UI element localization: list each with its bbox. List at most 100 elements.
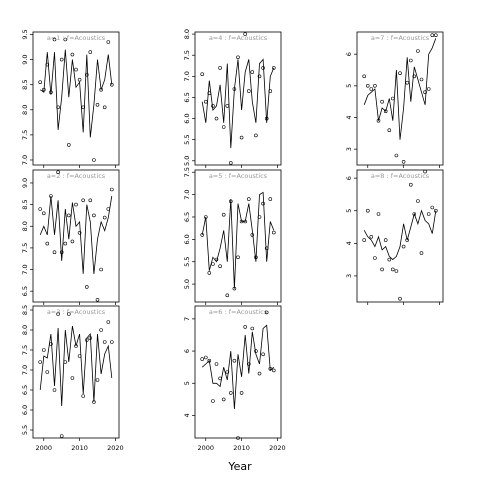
data-point (95, 103, 100, 107)
y-tick-label: 8.0 (21, 325, 29, 335)
data-point (214, 362, 219, 366)
data-point (81, 198, 85, 203)
data-point (63, 37, 68, 42)
data-point (229, 161, 233, 165)
y-tick-label: 6 (345, 52, 353, 56)
y-tick-label: 6.5 (21, 385, 29, 395)
data-point (63, 360, 68, 364)
data-point (102, 105, 107, 110)
data-point (38, 80, 43, 84)
chart-panel-7: a=3 : f=Acoustics 5.5 6.0 6.5 7.0 7.5 8.0 8.5 20… (21, 305, 124, 452)
data-point (398, 71, 402, 75)
data-point (218, 376, 222, 381)
data-point (74, 344, 78, 348)
data-point (81, 105, 85, 110)
panel-title: a=7 : f=Acoustics (371, 34, 430, 42)
chart-panel-4: a=2 : f=Acoustics 6.5 7.0 7.5 8.0 8.5 9.0 (21, 169, 120, 305)
data-point (70, 239, 75, 244)
data-point (41, 348, 46, 352)
data-point (254, 133, 258, 138)
x-tick-label: 2010 (233, 444, 250, 452)
data-point (85, 72, 89, 77)
data-point (52, 37, 57, 42)
data-point (85, 285, 89, 289)
panel-title: a=4 : f=Acoustics (209, 34, 268, 42)
x-tick-label: 2010 (71, 444, 88, 452)
y-tick-label: 7.0 (21, 155, 29, 165)
data-point (373, 84, 377, 88)
data-point (423, 169, 427, 174)
data-point (204, 355, 208, 360)
data-point (268, 366, 273, 371)
data-point (373, 256, 377, 260)
data-point (85, 338, 89, 342)
data-point (271, 368, 276, 373)
data-point (271, 66, 276, 70)
y-tick-label: 5.0 (183, 279, 191, 289)
y-tick-label: 7.0 (183, 189, 191, 199)
data-point (218, 66, 222, 70)
data-point (74, 202, 78, 207)
y-tick-label: 5 (345, 84, 353, 88)
y-tick-label: 7.5 (183, 167, 191, 177)
data-point (433, 33, 438, 38)
y-tick-label: 6.5 (183, 212, 191, 222)
data-point (59, 57, 64, 62)
y-tick-label: 5 (345, 209, 353, 213)
data-point (214, 116, 219, 121)
data-point (405, 80, 410, 85)
series-line (39, 49, 113, 138)
y-tick-label: 7 (183, 317, 191, 321)
data-point (250, 326, 255, 331)
data-point (390, 96, 395, 101)
y-tick-label: 8.0 (21, 221, 29, 231)
chart-panel-5: a=5 : f=Acoustics 5.0 5.5 6.0 6.5 7.0 7.5 (183, 167, 282, 305)
series-line (39, 325, 113, 407)
data-point (243, 32, 247, 36)
panel-frame (194, 305, 282, 439)
data-point (225, 104, 230, 108)
data-point (77, 354, 82, 358)
data-point (426, 212, 431, 216)
data-point (412, 74, 417, 79)
x-axis-label: Year (227, 460, 252, 473)
data-point (261, 201, 265, 206)
data-point (88, 50, 93, 54)
data-point (95, 378, 100, 382)
data-point (70, 52, 75, 57)
data-point (383, 238, 388, 242)
data-point (268, 89, 273, 93)
data-point (376, 212, 381, 216)
data-point (59, 250, 64, 254)
series-line (201, 324, 275, 410)
data-point (52, 250, 57, 254)
data-point (221, 397, 226, 402)
data-point (207, 358, 212, 363)
data-point (365, 208, 370, 213)
data-point (264, 246, 269, 251)
data-point (365, 84, 370, 88)
data-point (77, 231, 82, 235)
data-point (243, 325, 247, 329)
data-point (264, 116, 269, 121)
data-point (232, 87, 237, 91)
chart-panel-8: a=6 : f=Acoustics 4 5 6 7 2000 2010 2020 (183, 305, 286, 452)
data-point (362, 74, 367, 79)
data-point (56, 170, 60, 174)
data-point (92, 213, 96, 218)
panel-title: a=6 : f=Acoustics (209, 308, 268, 316)
series-line (363, 209, 437, 261)
data-point (257, 215, 262, 219)
data-point (38, 360, 43, 364)
chart-panel-3: a=7 : f=Acoustics 3 4 5 6 (345, 31, 444, 168)
y-tick-label: 9.5 (21, 29, 29, 39)
data-point (362, 238, 367, 242)
data-point (204, 215, 208, 219)
panel-frame (356, 169, 444, 303)
data-point (110, 82, 114, 87)
data-point (59, 434, 64, 438)
data-point (92, 400, 96, 404)
data-point (214, 257, 219, 262)
data-point (221, 125, 226, 129)
